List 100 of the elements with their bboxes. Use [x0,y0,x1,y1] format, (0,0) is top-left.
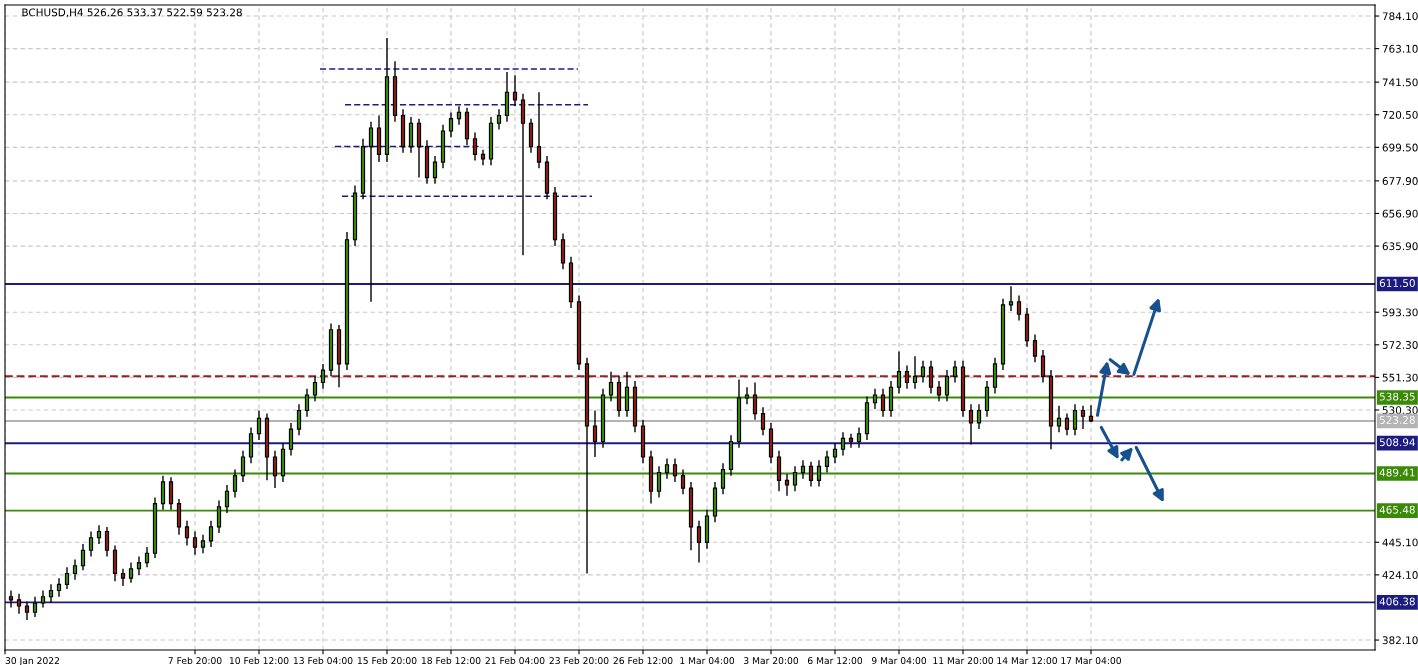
candlestick [912,355,918,390]
candlestick [840,431,846,457]
candlestick [848,433,854,449]
candlestick [416,117,422,179]
candlestick [928,360,934,395]
candlestick [192,530,198,556]
candlestick [368,121,374,303]
candlestick [1080,405,1086,430]
x-tick-label: 23 Feb 20:00 [549,656,609,665]
candlestick [1072,403,1078,437]
y-tick-label: 445.10 [1382,538,1418,547]
y-tick-label: 741.50 [1382,78,1418,87]
candlestick [248,426,254,464]
x-tick-label: 30 Jan 2022 [5,657,60,665]
candlestick [136,555,142,576]
x-tick-label: 26 Feb 12:00 [613,656,673,665]
candlestick [776,450,782,492]
candlestick [1040,349,1046,384]
candlestick [120,568,126,587]
y-tick-label: 572.30 [1382,341,1418,349]
y-tick-label: 593.30 [1382,308,1418,317]
candlestick [1008,285,1014,312]
candlestick [904,364,910,390]
candlestick [936,380,942,402]
candlestick [32,596,38,618]
x-tick-label: 7 Feb 20:00 [168,656,222,665]
candlestick [784,473,790,497]
candlestick [448,111,454,138]
candlestick [560,232,566,270]
x-tick-label: 1 Mar 04:00 [680,657,735,665]
x-tick-label: 21 Feb 04:00 [485,656,545,665]
candlestick [56,577,62,598]
candlestick [992,356,998,395]
candlestick [16,592,22,615]
candlestick [320,363,326,390]
ref-line-label: 538.35 [1379,392,1415,401]
candlestick [104,526,110,558]
chart-title: BCHUSD,H4 526.26 533.37 522.59 523.28 [22,8,242,18]
ref-line-label: 523.28 [1379,416,1415,424]
x-tick-label: 18 Feb 12:00 [421,656,481,665]
candlestick [208,519,214,548]
candlestick [472,131,478,162]
candlestick [112,544,118,582]
candlestick [920,360,926,384]
candlestick [1064,412,1070,437]
candlestick [184,519,190,547]
ref-line-label: 611.50 [1379,279,1415,287]
candlestick [856,426,862,449]
x-tick-label: 3 Mar 20:00 [744,657,799,665]
y-tick-label: 530.30 [1382,406,1418,415]
y-tick-label: 720.50 [1382,110,1418,119]
candlestick [760,406,766,437]
candlestick [168,476,174,511]
y-tick-label: 699.50 [1382,143,1418,152]
candlestick [72,558,78,581]
candlestick [536,91,542,170]
x-tick-label: 17 Mar 04:00 [1061,657,1121,665]
ref-line-label: 489.41 [1379,468,1415,477]
candlestick [272,450,278,489]
candlestick [504,71,510,123]
candlestick [496,108,502,131]
y-tick-label: 635.90 [1382,242,1418,251]
y-tick-label: 763.10 [1382,44,1418,53]
candlestick [832,442,838,464]
candlestick [592,409,598,458]
y-tick-label: 551.30 [1382,373,1418,382]
candlestick [408,116,414,154]
candlestick [512,74,518,107]
x-tick-label: 11 Mar 20:00 [933,657,993,665]
candlestick [296,403,302,437]
candlestick [24,600,30,621]
x-tick-label: 10 Feb 12:00 [229,656,289,665]
candlestick [96,524,102,545]
candlestick [952,360,958,384]
candlestick [144,546,150,568]
candlestick [976,403,982,430]
candlestick [88,530,94,558]
candlestick [1056,405,1062,433]
candlestick [680,468,686,495]
candlestick [128,561,134,584]
ref-line-label: 465.48 [1379,505,1415,514]
candlestick [80,543,86,572]
candlestick [752,381,758,421]
x-tick-label: 14 Mar 12:00 [997,657,1057,665]
candlestick [48,583,54,604]
candlestick [520,93,526,256]
candlestick [256,409,262,441]
x-tick-label: 9 Mar 04:00 [871,657,927,665]
candlestick [432,155,438,185]
candlestick [896,350,902,395]
candlestick [880,388,886,418]
candlestick [288,422,294,457]
x-tick-label: 6 Mar 12:00 [807,657,863,665]
ref-line-label: 406.38 [1379,597,1415,606]
candlestick [176,498,182,536]
x-tick-label: 15 Feb 20:00 [357,656,417,665]
candlestick [200,533,206,554]
candlestick [696,519,702,564]
candlestick [672,457,678,483]
x-tick-label: 13 Feb 04:00 [293,656,353,665]
